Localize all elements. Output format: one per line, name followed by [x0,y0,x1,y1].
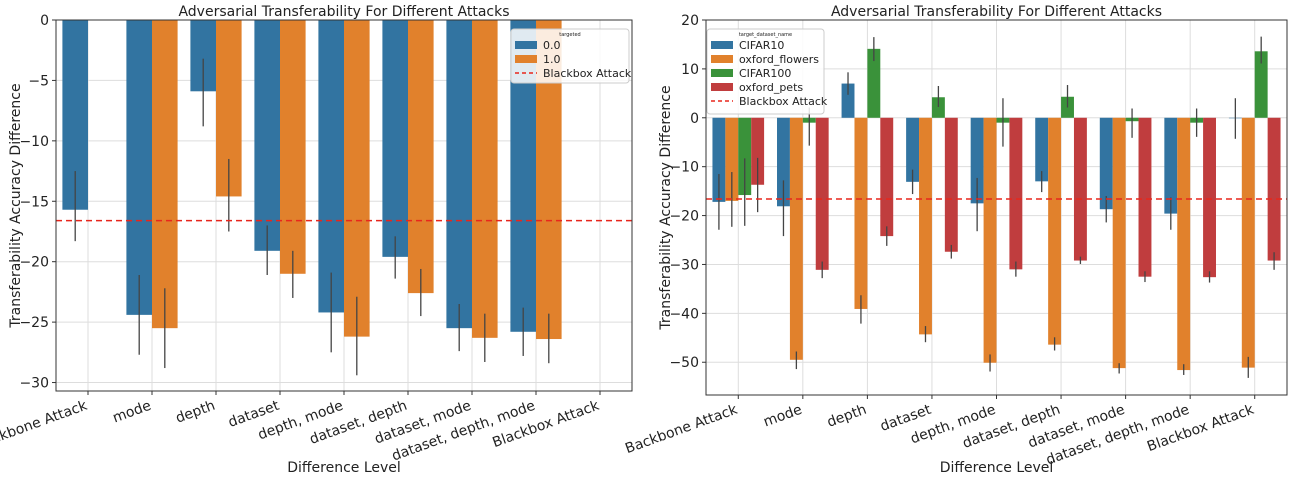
x-tick-label: mode [111,398,154,427]
bar [126,20,152,315]
bar [970,117,984,204]
legend-label: Blackbox Attack [543,67,632,80]
bar [1073,117,1087,261]
legend-label: Blackbox Attack [739,95,828,108]
bar [983,117,997,363]
x-tick-label: depth [825,402,869,431]
bar [919,117,932,335]
chart-title: Adversarial Transferability For Differen… [831,4,1162,20]
legend-box [510,28,630,84]
y-tick-label: −50 [669,355,699,371]
bar [777,117,790,207]
bar [1241,117,1255,368]
bar [472,20,498,338]
legend-label: 0.0 [543,39,561,52]
y-tick-label: −20 [19,255,49,271]
y-tick-label: −5 [28,73,49,89]
chart-2: 20 10 0 −10 −20 −30 −40 −50 Backbone Attack mode d… [623,4,1288,476]
y-tick-label: −40 [669,306,699,322]
y-axis-label: Transferability Accuracy Difference [8,83,24,328]
bar [712,117,726,202]
y-tick-label: −10 [19,134,49,150]
bar [854,117,868,309]
bar [408,20,434,294]
x-axis-label: Difference Level [287,460,401,476]
legend-label: oxford_pets [739,81,803,94]
bar [344,20,370,337]
bar [1099,117,1113,210]
bar [254,20,280,251]
bar [931,97,945,118]
bar [944,117,958,252]
legend-swatch [515,41,537,49]
bar [318,20,344,313]
bar [1267,117,1281,261]
legend-swatch [711,55,733,63]
y-tick-label: −10 [669,160,699,176]
bar [789,117,803,360]
bar [751,117,765,185]
bar [841,83,855,118]
y-tick-label: −30 [669,257,699,273]
legend-label: CIFAR10 [739,39,784,52]
y-tick-label: 20 [681,13,699,29]
chart-1: 0 −5 −10 −15 −20 −25 −30 Backbone Attack mode dep… [0,4,633,476]
bar [446,20,472,329]
bar [1035,117,1049,182]
bar [1177,117,1191,371]
bar [1164,117,1178,214]
legend-label: CIFAR100 [739,67,791,80]
x-tick-label: Backbone Attack [623,401,740,457]
y-tick-label: 0 [40,13,49,29]
y-tick-label: 10 [681,62,699,78]
bar [880,117,894,237]
bar [382,20,408,257]
bar [725,117,739,201]
legend-box [706,28,825,115]
legend: target_dataset_nameCIFAR10oxford_flowers… [706,28,828,115]
bar [815,117,829,270]
bar [906,117,920,182]
legend-swatch [515,55,537,63]
y-axis-label: Transferability Accuracy Difference [658,85,674,330]
y-tick-label: 0 [690,111,699,127]
x-tick-label: depth [174,398,218,427]
x-tick-label: Backbone Attack [0,397,90,453]
bar [1203,117,1216,278]
x-tick-label: mode [761,402,804,431]
bar [1112,117,1126,369]
y-tick-label: −20 [669,209,699,225]
bar [152,20,178,329]
bar [1048,117,1062,345]
chart-title: Adversarial Transferability For Differen… [178,4,509,20]
bar [1009,117,1023,270]
legend-label: 1.0 [543,53,561,66]
x-axis-label: Difference Level [940,460,1054,476]
x-tick-label: Blackbox Attack [1145,401,1257,455]
legend-swatch [711,83,733,91]
legend-swatch [711,41,733,49]
x-tick-label: Blackbox Attack [490,397,602,451]
legend-title: targeted [559,32,580,38]
bar [280,20,306,274]
bar [1138,117,1152,277]
legend-swatch [711,69,733,77]
legend-title: target_dataset_name [739,32,792,38]
bar [867,48,881,118]
bar [738,117,752,196]
y-tick-label: −25 [19,315,49,331]
bar [1254,51,1268,118]
y-tick-label: −30 [19,376,49,392]
y-tick-label: −15 [19,194,49,210]
legend-label: oxford_flowers [739,53,819,66]
